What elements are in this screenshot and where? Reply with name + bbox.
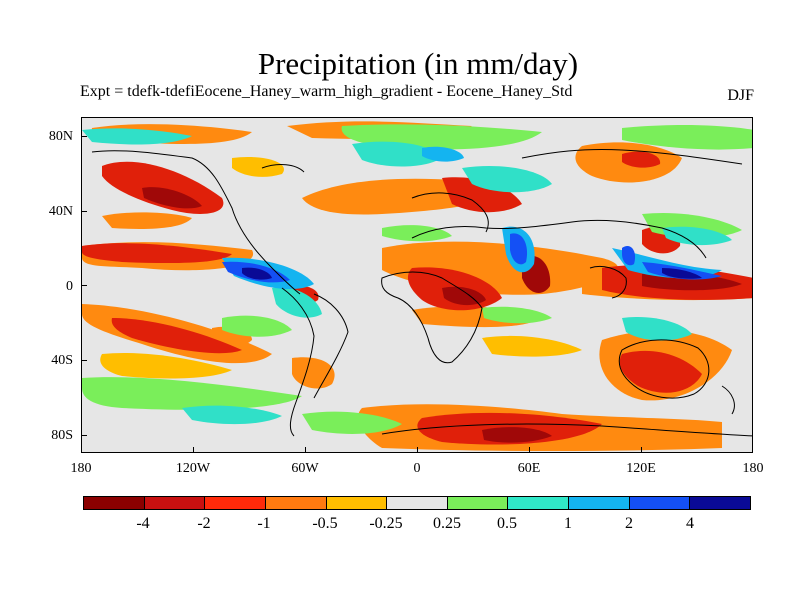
lat-tick [81,211,87,212]
lat-tick [81,136,87,137]
colorbar-swatch [265,497,327,509]
colorbar-swatch [144,497,206,509]
plot-title: Precipitation (in mm/day) [257,46,579,81]
colorbar-label: -4 [136,515,150,532]
colorbar-label: -0.5 [312,515,338,532]
colorbar-label: 1 [564,515,572,532]
colorbar-label: -0.25 [369,515,403,532]
lon-label-180e: 180 [742,461,764,476]
lon-tick [305,447,306,453]
lon-tick [529,447,530,453]
colorbar-swatch [84,497,145,509]
anomaly-cyan-patches [82,128,732,425]
colorbar-label: 0.25 [433,515,461,532]
lat-label-80n: 80N [48,129,73,144]
plot-subtitle: Expt = tdefk-tdefiEocene_Haney_warm_high… [80,83,573,100]
lon-label-120w: 120W [175,461,211,476]
map-frame [81,117,753,453]
lon-label-0: 0 [413,461,421,476]
colorbar-swatch [205,497,266,509]
coastlines [91,148,752,437]
colorbar-swatch [629,497,691,509]
colorbar-swatch [569,497,630,509]
lat-label-80s: 80S [51,428,73,443]
colorbar-label: -1 [257,515,271,532]
colorbar-label: 0.5 [497,515,517,532]
colorbar-label: -2 [197,515,211,532]
lon-tick [417,447,418,453]
lat-label-0: 0 [66,279,73,294]
lon-label-60w: 60W [291,461,319,476]
anomaly-yellow-patches [100,156,582,379]
lon-label-60e: 60E [517,461,541,476]
colorbar-swatch [387,497,448,509]
precipitation-map [82,121,752,451]
anomaly-navy-patches [242,267,702,280]
lat-label-40n: 40N [48,204,73,219]
colorbar-label: 4 [686,515,694,532]
lon-tick [193,447,194,453]
colorbar-swatch [447,497,509,509]
lat-tick [81,285,87,286]
colorbar-swatch [690,497,751,509]
lon-tick [641,447,642,453]
lon-label-120e: 120E [626,461,656,476]
season-label: DJF [727,87,754,104]
colorbar-swatch [508,497,570,509]
colorbar [83,496,751,510]
colorbar-label: 2 [625,515,633,532]
lat-label-40s: 40S [51,353,73,368]
colorbar-swatch [326,497,388,509]
lat-tick [81,360,87,361]
lat-tick [81,435,87,436]
lon-label-180w: 180 [70,461,92,476]
